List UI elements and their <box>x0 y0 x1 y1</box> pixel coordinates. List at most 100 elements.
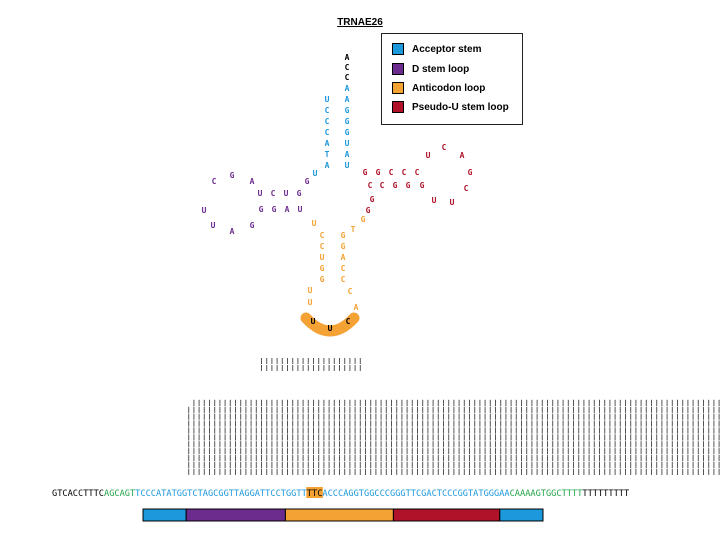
sequence-segment-anticodon-highlight: TTC <box>307 489 323 499</box>
pseudou-nt: G <box>370 195 375 204</box>
pseudou-nt: G <box>376 168 381 177</box>
legend-item-dloop: D stem loop <box>392 62 469 76</box>
dloop-nt: A <box>230 227 235 236</box>
anticodon-stem-nt: A <box>341 253 346 262</box>
pseudou-nt: U <box>450 198 455 207</box>
dloop-nt: G <box>250 221 255 230</box>
legend-swatch-acceptor <box>392 43 404 55</box>
pseudou-nt: G <box>420 181 425 190</box>
pseudou-nt: G <box>468 168 473 177</box>
pseudou-nt: C <box>464 184 469 193</box>
anticodon-stem-nt: G <box>320 275 325 284</box>
domain-bar-segment <box>185 508 286 522</box>
sequence-segment-flank: GTCACCTTTC <box>52 489 104 499</box>
domain-bar-segment <box>142 508 187 522</box>
sequence-line: GTCACCTTTC AGCAGT TCCCATATGGTCTAGCGGTTAGGA… <box>52 487 629 499</box>
legend-swatch-pseudou <box>392 101 404 113</box>
legend-label-pseudou: Pseudo-U stem loop <box>412 101 509 113</box>
sequence-segment-primer: AGCAGT <box>104 489 135 499</box>
acceptor-nt: U <box>345 139 350 148</box>
dloop-nt: G <box>305 177 310 186</box>
anticodon-stem-nt: C <box>320 231 325 240</box>
anticodon-nt: C <box>346 317 351 326</box>
dloop-nt: G <box>297 189 302 198</box>
anticodon-loop-nt: A <box>354 303 359 312</box>
dloop-nt: A <box>250 177 255 186</box>
sequence-track: GTCACCTTTC AGCAGT TCCCATATGGTCTAGCGGTTAGGA… <box>52 487 629 522</box>
anticodon-loop-nt: U <box>308 298 313 307</box>
dloop-nt: C <box>271 189 276 198</box>
domain-bar-segment <box>284 508 394 522</box>
acceptor-nt: U <box>345 161 350 170</box>
sequence-segment-primer: TTTT <box>562 489 583 499</box>
anticodon-nt: U <box>328 324 333 333</box>
legend: Acceptor stem D stem loop Anticodon loop… <box>381 33 523 125</box>
variable-nt: T <box>351 225 356 234</box>
anticodon-loop-nt: U <box>308 286 313 295</box>
legend-label-anticodon: Anticodon loop <box>412 82 486 94</box>
dloop-nt: C <box>212 177 217 186</box>
diagram-title: TRNAE26 <box>337 17 383 28</box>
dloop-nt: A <box>285 205 290 214</box>
pseudou-nt: C <box>415 168 420 177</box>
variable-nt: U <box>312 219 317 228</box>
pseudou-nt: C <box>442 143 447 152</box>
acceptor-nt: A <box>325 139 330 148</box>
anticodon-highlight <box>300 312 360 337</box>
dloop-nt: U <box>298 205 303 214</box>
legend-item-pseudou: Pseudo-U stem loop <box>392 100 509 114</box>
acceptor-nt: G <box>345 128 350 137</box>
dloop-nt: U <box>211 221 216 230</box>
acceptor-nt: C <box>325 117 330 126</box>
sequence-segment-acceptor: ACCCAGGTGGCCCGGGTTCGACTCCCGGTATGGGAA <box>322 489 510 499</box>
dloop-nt: U <box>202 206 207 215</box>
domain-bar-segment <box>499 508 544 522</box>
pseudou-nt: G <box>406 181 411 190</box>
pseudou-nt: G <box>363 168 368 177</box>
tail-nt: C <box>345 73 350 82</box>
pseudou-nt: A <box>460 151 465 160</box>
anticodon-stem-nt: C <box>341 264 346 273</box>
legend-swatch-dloop <box>392 63 404 75</box>
sequence-segment-flank: TTTTTTTTT <box>582 489 629 499</box>
dloop-nt: G <box>230 171 235 180</box>
anticodon-loop-nt: C <box>348 287 353 296</box>
pseudou-nt: U <box>426 151 431 160</box>
read-coverage <box>188 358 720 475</box>
acceptor-nt: A <box>345 150 350 159</box>
legend-label-dloop: D stem loop <box>412 63 470 75</box>
acceptor-nt: G <box>345 106 350 115</box>
pseudou-nt: C <box>380 181 385 190</box>
acceptor-nt: A <box>345 95 350 104</box>
sequence-segment-acceptor: TCCCATATGGTCTAGCGGTTAGGATTCCTGGTT <box>135 489 307 499</box>
anticodon-stem-nt: C <box>341 275 346 284</box>
legend-item-anticodon: Anticodon loop <box>392 81 485 95</box>
pseudou-nt: U <box>432 196 437 205</box>
acceptor-nt: C <box>325 128 330 137</box>
dloop-nt: U <box>258 189 263 198</box>
domain-bar-segment <box>392 508 501 522</box>
legend-item-acceptor: Acceptor stem <box>392 42 481 56</box>
anticodon-stem-nt: G <box>341 242 346 251</box>
dloop-nt: G <box>259 205 264 214</box>
dloop-nt: G <box>272 205 277 214</box>
pseudou-nt: C <box>389 168 394 177</box>
acceptor-nt: A <box>325 161 330 170</box>
extra-reads <box>261 358 361 371</box>
anticodon-stem-nt: U <box>320 253 325 262</box>
acceptor-nt: U <box>325 95 330 104</box>
pseudou-nt: C <box>368 181 373 190</box>
anticodon-stem-nt: C <box>320 242 325 251</box>
legend-swatch-anticodon <box>392 82 404 94</box>
acceptor-nt: A <box>345 84 350 93</box>
connector-nt: U <box>313 169 318 178</box>
acceptor-nt: C <box>325 106 330 115</box>
legend-label-acceptor: Acceptor stem <box>412 43 482 55</box>
tail-nt: A <box>345 53 350 62</box>
anticodon-stem-nt: G <box>341 231 346 240</box>
acceptor-nt: T <box>325 150 330 159</box>
pseudou-nt: G <box>393 181 398 190</box>
variable-nt: G <box>361 215 366 224</box>
